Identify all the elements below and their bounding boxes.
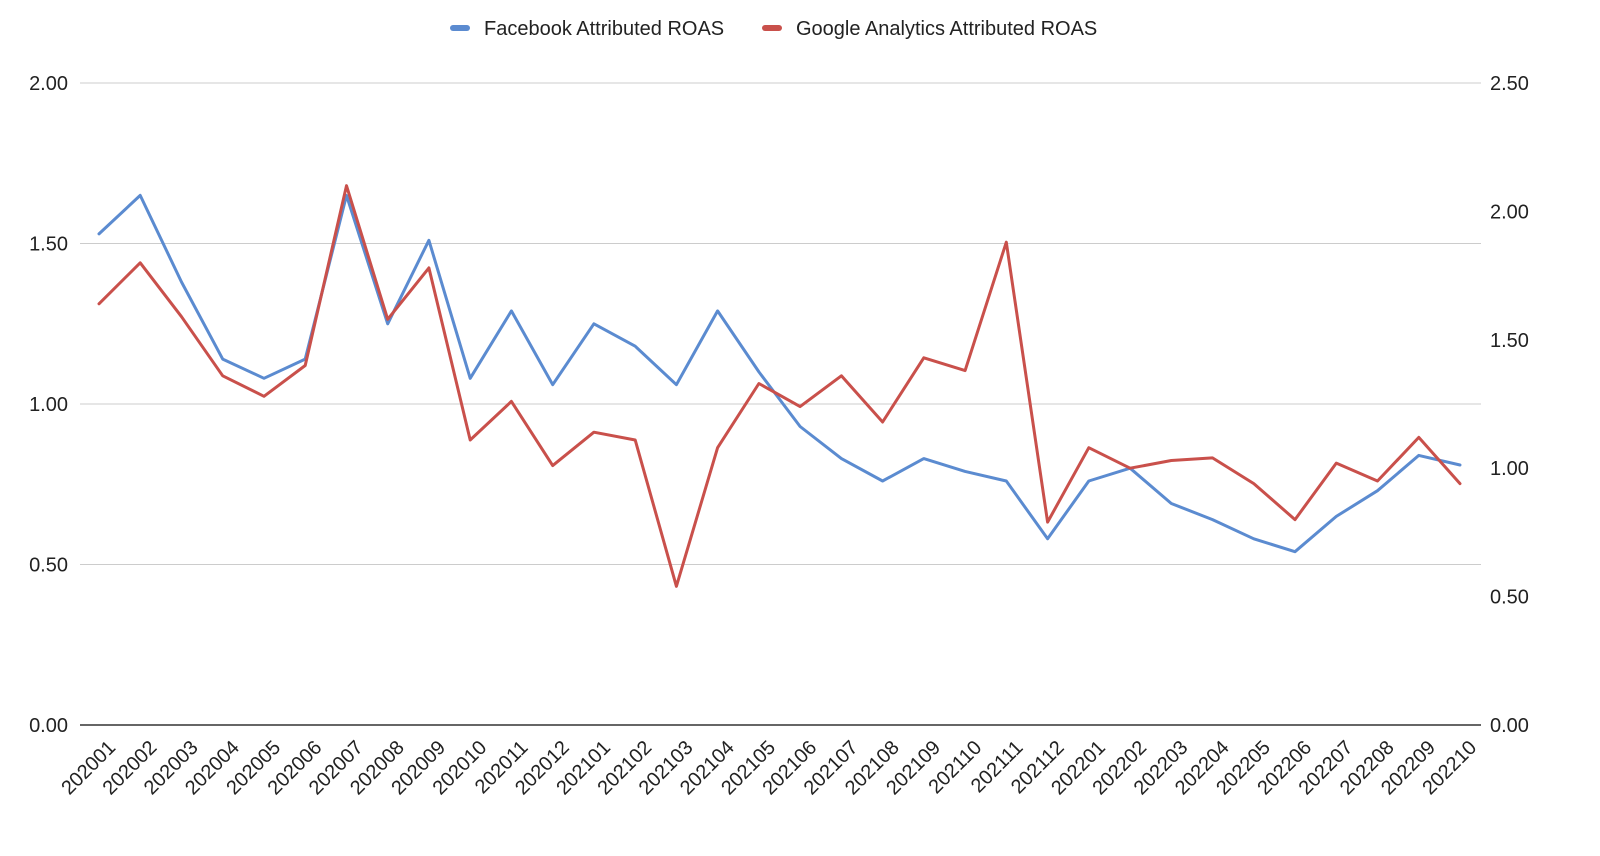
series-lines <box>97 184 1462 588</box>
x-axis: 2020012020022020032020042020052020062020… <box>57 724 1481 799</box>
legend: Facebook Attributed ROAS Google Analytics… <box>450 18 1097 40</box>
series-line-1 <box>97 193 1462 554</box>
left-y-tick-label: 1.00 <box>29 394 68 416</box>
right-y-tick-label: 2.50 <box>1490 73 1529 95</box>
legend-swatch <box>762 25 782 31</box>
right-y-tick-label: 1.00 <box>1490 458 1529 480</box>
legend-swatch <box>450 25 470 31</box>
left-y-axis: 0.00 0.50 1.00 1.50 2.00 <box>29 73 68 737</box>
left-y-tick-label: 1.50 <box>29 234 68 256</box>
right-y-tick-label: 1.50 <box>1490 330 1529 352</box>
legend-label: Facebook Attributed ROAS <box>484 18 724 40</box>
left-y-tick-label: 0.50 <box>29 555 68 577</box>
left-y-tick-label: 0.00 <box>29 715 68 737</box>
right-y-tick-label: 0.00 <box>1490 715 1529 737</box>
left-y-tick-label: 2.00 <box>29 73 68 95</box>
gridlines <box>80 82 1481 565</box>
right-y-axis: 0.00 0.50 1.00 1.50 2.00 2.50 <box>1490 73 1529 737</box>
series-line-2 <box>97 184 1462 588</box>
right-y-tick-label: 0.50 <box>1490 587 1529 609</box>
right-y-tick-label: 2.00 <box>1490 201 1529 223</box>
legend-label: Google Analytics Attributed ROAS <box>796 18 1097 40</box>
